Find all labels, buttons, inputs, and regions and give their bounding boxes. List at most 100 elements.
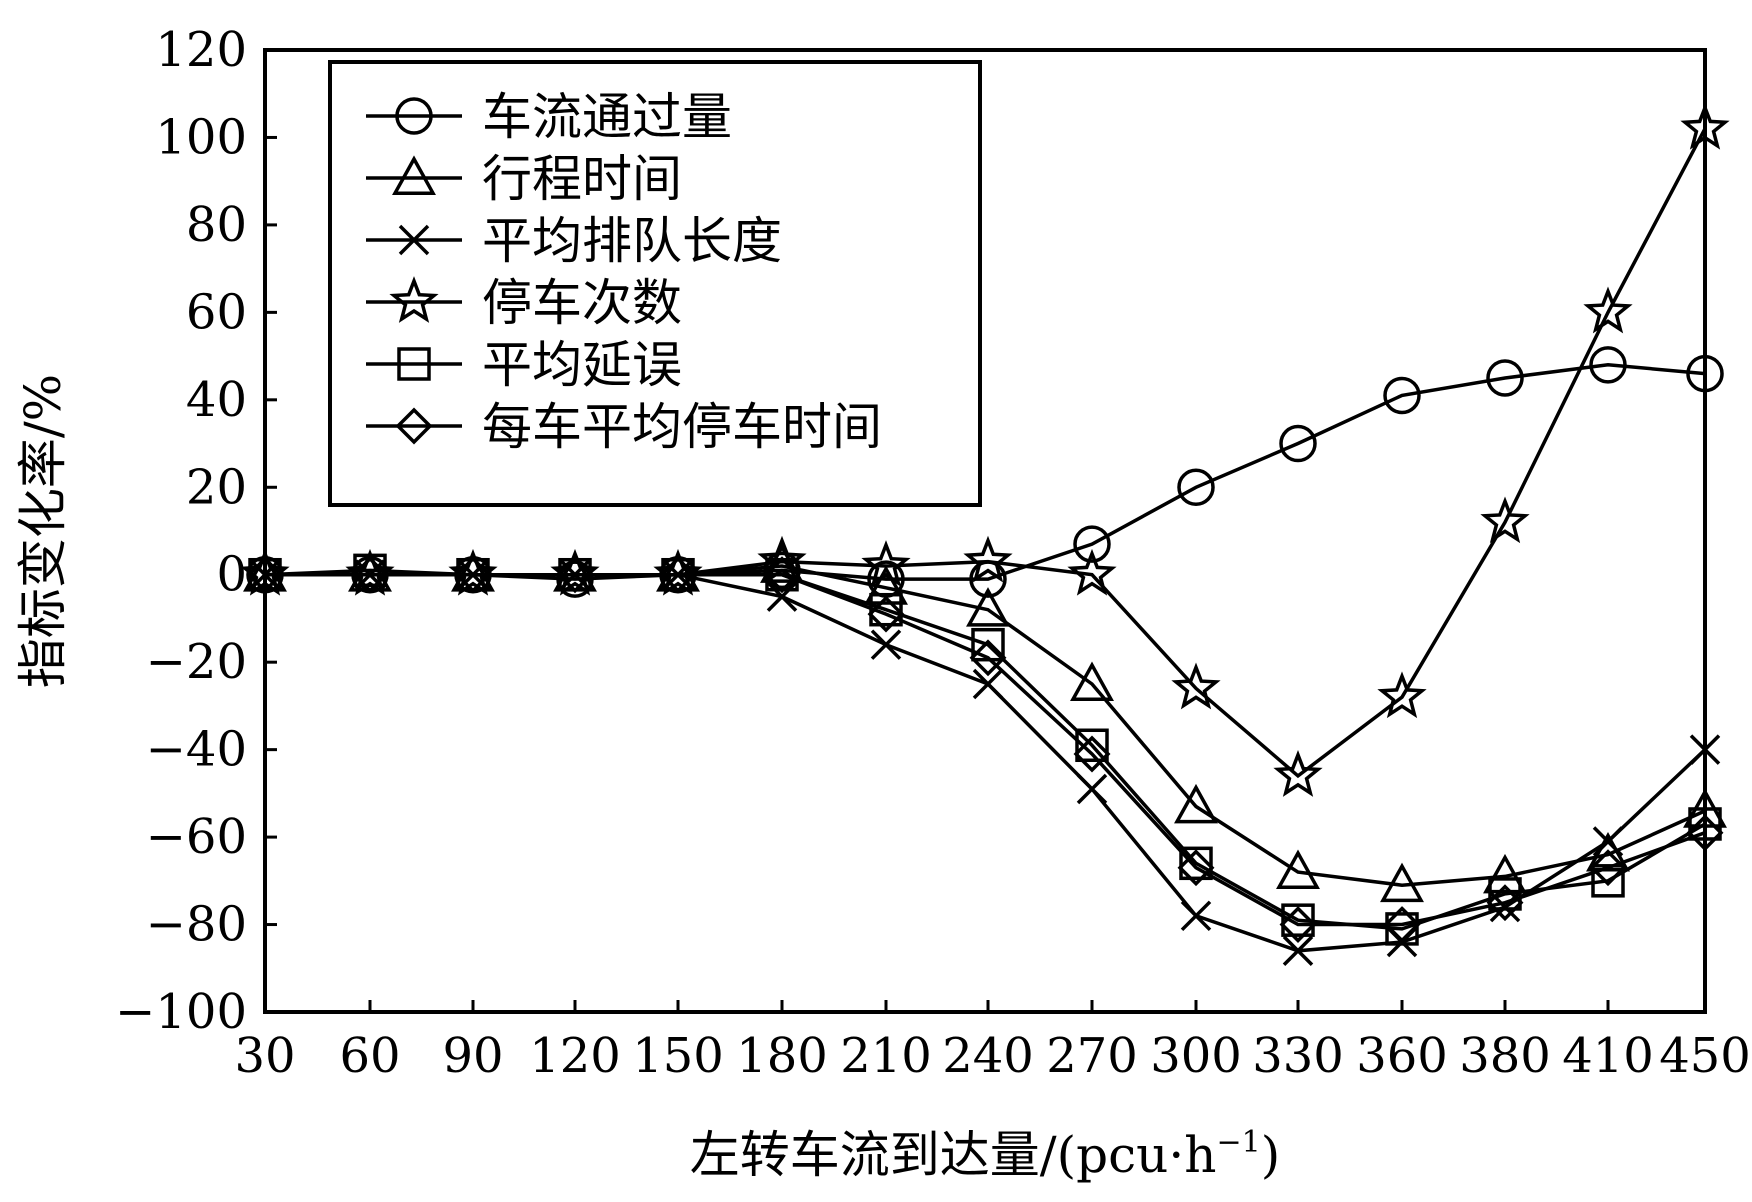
x-axis-title: 左转车流到达量/(pcu·h−1): [690, 1125, 1280, 1184]
data-point-star: [861, 540, 911, 587]
data-point-circle: [1279, 424, 1317, 463]
x-tick-label: 210: [840, 1028, 932, 1084]
data-point-x: [1592, 826, 1624, 857]
legend-label: 停车次数: [482, 274, 682, 332]
legend-marker-diamond: [395, 407, 433, 445]
data-point-triangle: [966, 587, 1010, 627]
data-point-x: [1076, 773, 1108, 805]
data-point-triangle: [1070, 661, 1114, 701]
x-tick-label: 240: [942, 1028, 1034, 1084]
data-point-square: [1179, 846, 1213, 881]
x-tick-label: 450: [1659, 1028, 1751, 1084]
data-point-circle: [1383, 376, 1421, 415]
data-point-square: [1385, 912, 1419, 946]
y-axis-title: 指标变化率/%: [14, 374, 72, 688]
data-point-diamond: [1383, 906, 1421, 944]
data-point-diamond: [1073, 735, 1111, 773]
series-2: [243, 543, 1727, 903]
data-point-star: [1480, 496, 1530, 544]
legend-entry: 行程时间: [366, 150, 682, 208]
x-tick-label: 150: [632, 1028, 724, 1084]
data-point-star: [1377, 671, 1427, 719]
legend-marker-circle: [395, 97, 433, 135]
x-tick-label: 380: [1459, 1028, 1551, 1084]
data-point-square: [1591, 864, 1625, 898]
chart-marks: [240, 102, 1730, 967]
legend-entry: 平均延误: [366, 336, 682, 394]
data-point-triangle: [864, 565, 908, 605]
y-tick-label: 40: [186, 372, 247, 428]
y-tick-label: 20: [186, 459, 247, 515]
data-point-square: [1281, 903, 1315, 937]
y-tick-label: −60: [146, 809, 247, 865]
legend-entry: 车流通过量: [366, 88, 732, 146]
legend-label: 车流通过量: [482, 88, 732, 146]
data-point-triangle: [1483, 853, 1527, 894]
y-tick-label: 80: [186, 197, 247, 253]
y-tick-label: −100: [115, 984, 247, 1040]
data-point-x: [1282, 935, 1314, 967]
data-point-circle: [1589, 346, 1627, 384]
legend-label: 平均延误: [482, 336, 682, 394]
legend-entry: 平均排队长度: [366, 212, 782, 270]
plot-frame: [263, 48, 1707, 1014]
data-point-circle: [1686, 354, 1724, 393]
data-point-x: [870, 629, 902, 660]
data-point-x: [1180, 900, 1212, 932]
data-point-star: [1680, 102, 1730, 150]
x-tick-label: 410: [1562, 1028, 1654, 1084]
data-point-x: [766, 581, 798, 612]
data-point-diamond: [556, 556, 594, 594]
legend-marker-triangle: [392, 155, 436, 195]
data-point-triangle: [1276, 849, 1320, 890]
data-point-star: [963, 535, 1013, 583]
series-line: [265, 564, 1706, 887]
data-point-triangle: [1174, 783, 1218, 824]
legend-label: 行程时间: [482, 150, 682, 208]
x-tick-label: 60: [339, 1028, 400, 1084]
x-tick-label: 30: [234, 1028, 295, 1084]
data-point-square: [1488, 877, 1522, 911]
legend-marker-square: [397, 347, 431, 381]
series-line: [265, 572, 1706, 927]
y-tick-label: −20: [146, 634, 247, 690]
legend-label: 平均排队长度: [482, 212, 782, 270]
legend-entry: 停车次数: [366, 274, 682, 332]
x-tick-label: 330: [1252, 1028, 1344, 1084]
legend-marker-x: [398, 224, 430, 256]
x-tick-label: 90: [442, 1028, 503, 1084]
data-point-star: [1273, 750, 1323, 797]
data-point-square: [1075, 728, 1109, 763]
series-5: [248, 553, 1722, 946]
y-tick-label: −80: [146, 897, 247, 953]
data-point-diamond: [1177, 849, 1215, 887]
y-tick-label: 120: [155, 22, 247, 78]
data-point-star: [1171, 662, 1221, 710]
y-tick-label: 0: [216, 547, 247, 603]
y-tick-label: −40: [146, 722, 247, 778]
data-point-diamond: [763, 556, 801, 594]
x-tick-label: 300: [1150, 1028, 1242, 1084]
data-point-diamond: [1686, 814, 1724, 852]
data-point-diamond: [454, 556, 492, 594]
x-tick-label: 120: [529, 1028, 621, 1084]
axis-ticks: −100 −80 −60 −40 −20 0 20 40 60 80 100 120 30 60 90 120…: [115, 22, 1751, 1084]
data-point-square: [1688, 807, 1722, 841]
data-point-diamond: [969, 639, 1007, 677]
data-point-diamond: [351, 556, 389, 594]
data-point-square: [353, 553, 387, 588]
data-point-circle: [1177, 468, 1215, 507]
y-tick-label: 60: [186, 284, 247, 340]
x-tick-label: 270: [1046, 1028, 1138, 1084]
x-tick-label: 180: [736, 1028, 828, 1084]
series-6: [246, 556, 1724, 944]
legend-marker-star: [389, 276, 439, 323]
data-point-star: [1067, 548, 1117, 596]
data-point-diamond: [1486, 884, 1524, 922]
data-point-diamond: [246, 556, 284, 594]
legend-label: 每车平均停车时间: [482, 398, 882, 456]
data-point-x: [972, 668, 1004, 700]
